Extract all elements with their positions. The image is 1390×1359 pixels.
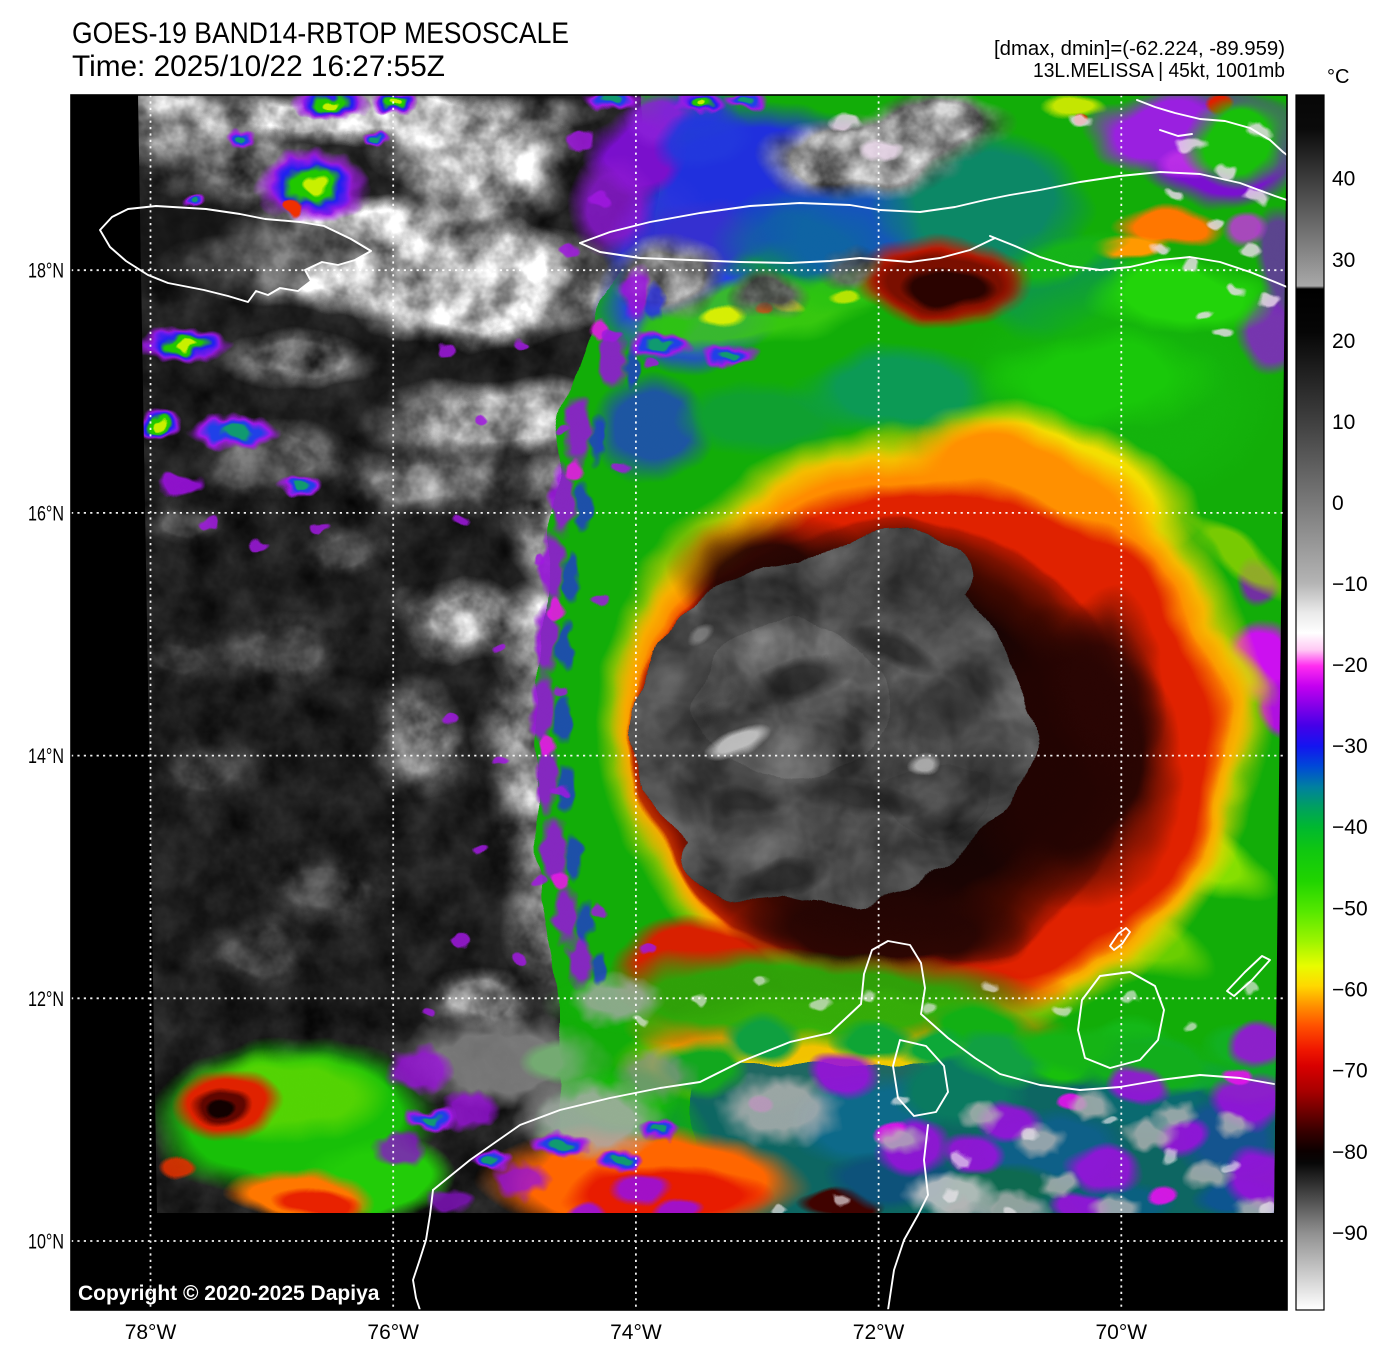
svg-text:12°N: 12°N	[28, 988, 64, 1011]
svg-text:40: 40	[1332, 168, 1355, 191]
svg-text:74°W: 74°W	[610, 1321, 662, 1344]
svg-text:10: 10	[1332, 411, 1355, 434]
svg-text:72°W: 72°W	[853, 1321, 905, 1344]
svg-text:−10: −10	[1332, 573, 1368, 596]
svg-text:20: 20	[1332, 330, 1355, 353]
svg-text:GOES-19 BAND14-RBTOP MESOSCALE: GOES-19 BAND14-RBTOP MESOSCALE	[72, 17, 569, 50]
svg-text:14°N: 14°N	[28, 745, 64, 768]
svg-text:76°W: 76°W	[367, 1321, 419, 1344]
svg-text:−20: −20	[1332, 654, 1368, 677]
svg-text:30: 30	[1332, 249, 1355, 272]
svg-text:70°W: 70°W	[1096, 1321, 1148, 1344]
svg-text:16°N: 16°N	[28, 502, 64, 525]
svg-text:0: 0	[1332, 492, 1344, 515]
svg-text:−60: −60	[1332, 979, 1368, 1002]
svg-text:78°W: 78°W	[125, 1321, 177, 1344]
svg-text:18°N: 18°N	[28, 260, 64, 283]
svg-text:Time: 2025/10/22 16:27:55Z: Time: 2025/10/22 16:27:55Z	[72, 50, 445, 83]
svg-text:−90: −90	[1332, 1222, 1368, 1245]
svg-text:10°N: 10°N	[28, 1231, 64, 1254]
svg-text:−40: −40	[1332, 816, 1368, 839]
svg-text:−50: −50	[1332, 898, 1368, 921]
svg-text:[dmax, dmin]=(-62.224, -89.959: [dmax, dmin]=(-62.224, -89.959)	[994, 38, 1285, 60]
svg-text:Copyright © 2020-2025 Dapiya: Copyright © 2020-2025 Dapiya	[78, 1282, 380, 1305]
svg-text:°C: °C	[1327, 66, 1349, 88]
svg-text:−30: −30	[1332, 735, 1368, 758]
svg-text:−70: −70	[1332, 1060, 1368, 1083]
svg-text:13L.MELISSA | 45kt, 1001mb: 13L.MELISSA | 45kt, 1001mb	[1033, 60, 1285, 82]
svg-text:−80: −80	[1332, 1141, 1368, 1164]
